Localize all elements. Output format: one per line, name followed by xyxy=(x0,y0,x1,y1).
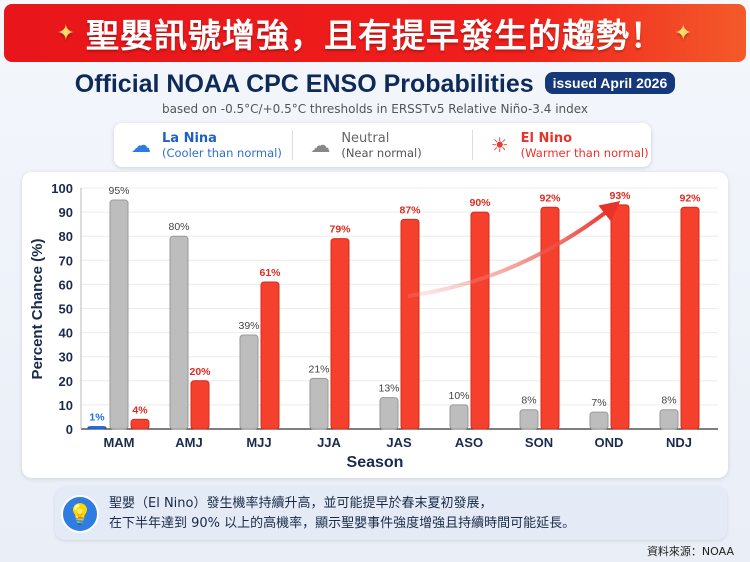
bar-neutral xyxy=(109,199,129,430)
y-tick-label: 80 xyxy=(59,229,73,244)
x-tick-label: MJJ xyxy=(246,435,271,450)
bar-el-nino xyxy=(610,204,630,430)
legend-neutral: ☁ Neutral (Near normal) xyxy=(293,130,473,160)
bar-el-nino xyxy=(680,206,700,430)
y-tick-label: 70 xyxy=(59,253,73,268)
bar-neutral xyxy=(309,377,329,430)
bar-el-nino xyxy=(470,211,490,430)
data-label: 95% xyxy=(108,185,129,197)
bar-neutral xyxy=(519,409,539,430)
bar-neutral xyxy=(589,411,609,430)
bar-el-nino xyxy=(400,218,420,430)
bar-el-nino xyxy=(190,380,210,430)
sun-icon: ☀ xyxy=(490,133,509,157)
lightbulb-icon: 💡 xyxy=(61,494,99,533)
insight-note: 💡 聖嬰（El Nino）發生機率持續升高，並可能提早於春末夏初發展， 在下半年達… xyxy=(55,487,727,540)
bar-neutral xyxy=(239,334,259,430)
data-label: 61% xyxy=(259,267,281,279)
data-label: 80% xyxy=(168,221,189,233)
bar-neutral xyxy=(169,235,189,430)
source-credit: 資料來源：NOAA xyxy=(646,545,734,558)
data-label: 20% xyxy=(189,366,211,378)
y-tick-label: 100 xyxy=(51,181,73,196)
y-tick-label: 60 xyxy=(59,277,73,292)
bar-el-nino xyxy=(330,238,350,430)
legend: ☁ La Nina (Cooler than normal) ☁ Neutral(… xyxy=(114,123,651,167)
data-label: 90% xyxy=(469,197,491,209)
data-label: 10% xyxy=(448,390,469,402)
bar-la-nina xyxy=(87,426,107,430)
data-label: 1% xyxy=(89,412,105,424)
rain-cloud-icon: ☁ xyxy=(131,133,151,157)
y-axis-title: Percent Chance (%) xyxy=(29,239,46,380)
legend-el-nino: ☀ El Nino (Warmer than normal) xyxy=(473,130,651,160)
x-tick-label: OND xyxy=(595,435,624,450)
x-tick-label: SON xyxy=(525,435,553,450)
y-tick-label: 20 xyxy=(59,374,73,389)
legend-name: Neutral xyxy=(341,130,390,146)
title-text: Official NOAA CPC ENSO Probabilities xyxy=(74,70,534,98)
x-tick-label: MAM xyxy=(103,435,134,450)
y-tick-label: 10 xyxy=(59,398,73,413)
chart-subtitle: based on -0.5°C/+0.5°C thresholds in ERS… xyxy=(161,102,589,116)
y-tick-label: 0 xyxy=(66,422,73,437)
x-tick-label: ASO xyxy=(455,435,483,450)
headline-text: 聖嬰訊號增強，且有提早發生的趨勢！ xyxy=(86,16,664,55)
data-label: 87% xyxy=(399,204,421,216)
headline-banner: ✦ 聖嬰訊號增強，且有提早發生的趨勢！ ✦ xyxy=(4,4,746,62)
note-line: 聖嬰（El Nino）發生機率持續升高，並可能提早於春末夏初發展， xyxy=(109,495,493,511)
legend-desc: (Near normal) xyxy=(341,145,422,160)
note-line: 在下半年達到 90% 以上的高機率，顯示聖嬰事件強度增強且持續時間可能延長。 xyxy=(109,515,576,531)
data-label: 7% xyxy=(591,397,606,409)
issued-badge: issued April 2026 xyxy=(544,72,676,94)
sparkle-icon: ✦ xyxy=(674,20,694,46)
sparkle-icon: ✦ xyxy=(56,20,76,46)
x-tick-label: JJA xyxy=(317,435,341,450)
bar-el-nino xyxy=(260,281,280,430)
legend-desc: (Cooler than normal) xyxy=(162,145,282,160)
legend-la-nina: ☁ La Nina (Cooler than normal) xyxy=(114,130,294,160)
x-tick-label: AMJ xyxy=(175,435,202,450)
y-tick-label: 40 xyxy=(59,326,73,341)
data-label: 92% xyxy=(679,192,701,204)
y-tick-label: 50 xyxy=(59,302,73,317)
data-label: 8% xyxy=(521,395,536,407)
data-label: 4% xyxy=(132,404,148,416)
bar-chart: 0 10 20 30 40 50 60 70 80 90 100 Percent Chance (%)… xyxy=(29,181,718,471)
trend-arrow xyxy=(407,201,621,298)
x-axis-title: Season xyxy=(347,454,404,471)
x-tick-label: NDJ xyxy=(666,435,692,450)
bar-neutral xyxy=(379,397,399,430)
data-label: 21% xyxy=(308,363,329,375)
legend-name: La Nina xyxy=(162,130,217,146)
data-label: 92% xyxy=(539,192,561,204)
y-tick-label: 90 xyxy=(59,205,73,220)
legend-desc: (Warmer than normal) xyxy=(520,145,649,160)
legend-name: El Nino xyxy=(520,130,573,146)
chart-card: 0 10 20 30 40 50 60 70 80 90 100 Percent Chance (%)… xyxy=(22,172,728,478)
bar-el-nino xyxy=(130,418,150,430)
bar-neutral xyxy=(449,404,469,430)
x-tick-label: JAS xyxy=(386,435,412,450)
data-label: 39% xyxy=(238,320,259,332)
data-label: 8% xyxy=(661,395,676,407)
bar-neutral xyxy=(659,409,679,430)
data-label: 79% xyxy=(329,224,351,236)
cloud-icon: ☁ xyxy=(310,133,331,157)
y-tick-label: 30 xyxy=(59,350,73,365)
data-label: 93% xyxy=(609,190,631,202)
chart-title: Official NOAA CPC ENSO Probabilities iss… xyxy=(0,70,750,99)
bar-el-nino xyxy=(540,206,560,430)
data-label: 13% xyxy=(378,383,399,395)
